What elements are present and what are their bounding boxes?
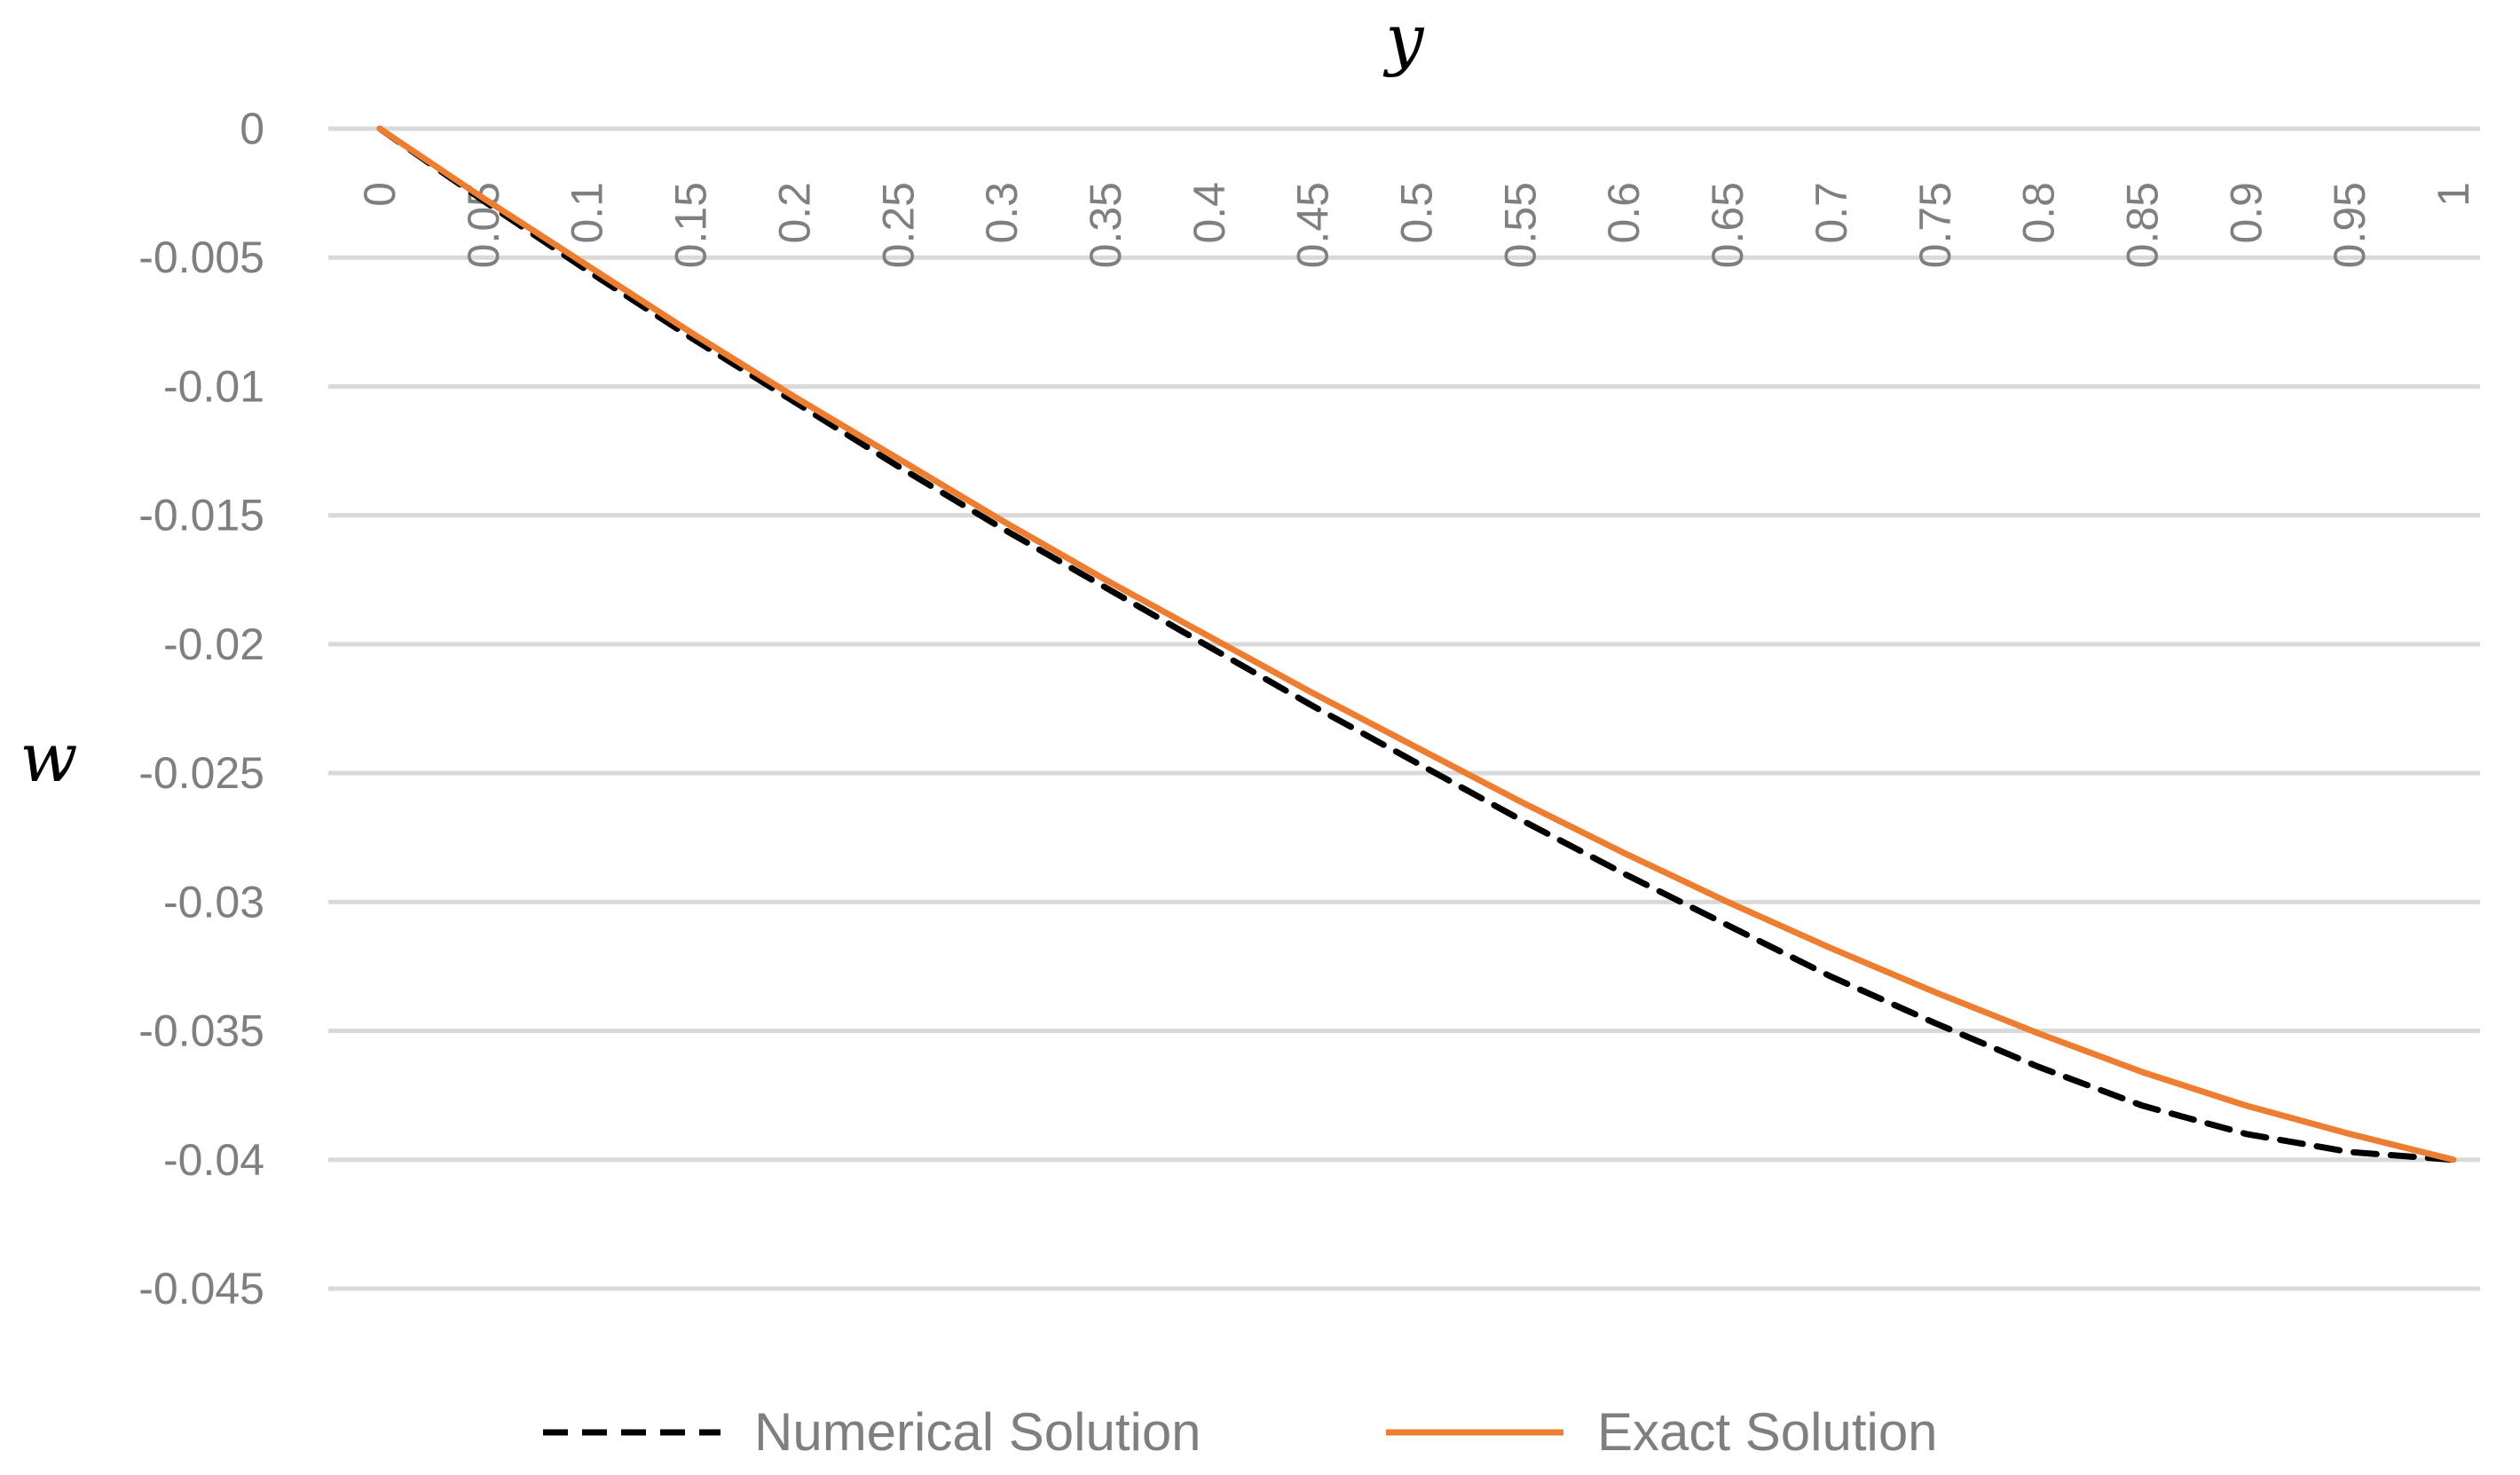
y-tick-label: -0.025	[138, 748, 264, 798]
x-tick-label: 0.35	[1081, 182, 1130, 268]
series-layer	[376, 125, 2457, 1163]
x-tick-label: 0.3	[977, 182, 1027, 244]
x-tick-label: 1	[2429, 182, 2478, 207]
y-tick-label: -0.04	[163, 1135, 264, 1185]
x-tick-label: 0.1	[563, 182, 612, 244]
y-tick-label: -0.005	[138, 233, 264, 282]
gridlines	[328, 126, 2480, 1291]
x-tick-label: 0.15	[666, 182, 716, 268]
x-tick-label: 0.25	[873, 182, 923, 268]
x-tick-label: 0.45	[1288, 182, 1338, 268]
y-tick-label: -0.045	[138, 1264, 264, 1313]
legend-numerical-label: Numerical Solution	[754, 1402, 1201, 1462]
x-tick-label: 0.85	[2117, 182, 2167, 268]
legend-exact-label: Exact Solution	[1597, 1402, 1938, 1462]
series-exact-solution	[376, 125, 2457, 1163]
x-tick-label: 0.9	[2221, 182, 2271, 244]
x-tick-label: 0.75	[1910, 182, 1960, 268]
y-axis-tick-labels: 0 -0.005 -0.01 -0.015 -0.02 -0.025 -0.03 -0.035…	[138, 104, 264, 1313]
y-axis-title: w	[20, 718, 77, 797]
x-axis-tick-labels: 0 0.05 0.1 0.15 0.2 0.25 0.3 0.35 0.4 0.45 0.5 0.55…	[355, 182, 2478, 268]
x-tick-label: 0.7	[1807, 182, 1856, 244]
y-tick-label: 0	[240, 104, 264, 154]
x-tick-label: 0	[355, 182, 405, 207]
x-tick-label: 0.6	[1599, 182, 1649, 244]
x-tick-label: 0.8	[2014, 182, 2064, 244]
x-tick-label: 0.95	[2325, 182, 2374, 268]
y-tick-label: -0.015	[138, 491, 264, 540]
x-tick-label: 0.5	[1392, 182, 1442, 244]
y-tick-label: -0.035	[138, 1006, 264, 1056]
x-tick-label: 0.55	[1495, 182, 1545, 268]
legend: Numerical Solution Exact Solution	[543, 1402, 1938, 1462]
y-tick-label: -0.03	[163, 877, 264, 927]
x-tick-label: 0.2	[769, 182, 819, 244]
x-tick-label: 0.4	[1185, 182, 1234, 244]
x-axis-title: y	[1383, 0, 1425, 78]
y-tick-label: -0.02	[163, 619, 264, 669]
y-tick-label: -0.01	[163, 361, 264, 411]
x-tick-label: 0.65	[1703, 182, 1752, 268]
